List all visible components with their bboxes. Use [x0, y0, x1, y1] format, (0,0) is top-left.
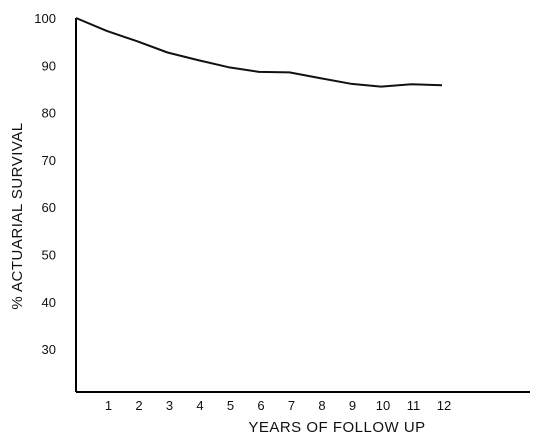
x-tick-label: 8 — [318, 398, 325, 413]
x-tick-label: 7 — [288, 398, 295, 413]
x-axis-ticks: 1 2 3 4 5 6 7 8 9 10 11 12 — [105, 398, 451, 413]
x-tick-label: 1 — [105, 398, 112, 413]
x-tick-label: 11 — [407, 398, 421, 413]
x-axis-title: YEARS OF FOLLOW UP — [248, 419, 425, 435]
x-tick-label: 9 — [349, 398, 356, 413]
chart-axes — [75, 18, 530, 393]
y-axis-ticks: 100 90 80 70 60 50 40 30 — [34, 11, 56, 357]
x-tick-label: 3 — [166, 398, 173, 413]
y-axis-title: % ACTUARIAL SURVIVAL — [9, 122, 26, 309]
y-tick-label: 30 — [42, 342, 56, 357]
chart-series — [75, 17, 443, 88]
y-tick-label: 50 — [42, 248, 56, 263]
y-tick-label: 80 — [42, 106, 56, 121]
y-tick-label: 90 — [42, 58, 56, 73]
survival-curve — [75, 17, 443, 88]
x-tick-label: 6 — [257, 398, 264, 413]
x-tick-label: 4 — [196, 398, 203, 413]
x-tick-label: 2 — [135, 398, 142, 413]
y-tick-label: 100 — [34, 11, 56, 26]
x-tick-label: 10 — [376, 398, 390, 413]
x-tick-label: 12 — [437, 398, 451, 413]
x-tick-label: 5 — [227, 398, 234, 413]
y-tick-label: 40 — [42, 295, 56, 310]
y-tick-label: 60 — [42, 200, 56, 215]
y-tick-label: 70 — [42, 153, 56, 168]
